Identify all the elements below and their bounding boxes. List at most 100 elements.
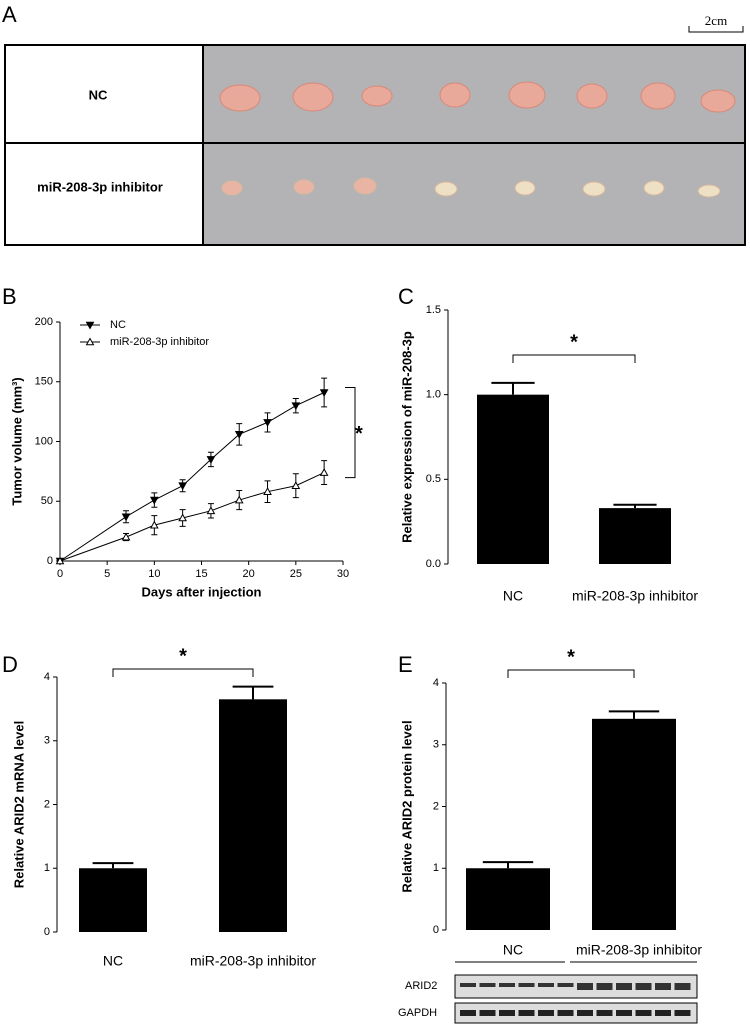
y-tick-label: 4 [433,677,439,689]
tumor [640,82,676,110]
band [460,983,476,987]
significance-label: * [355,423,363,445]
error-bar [92,862,134,869]
x-tick-label: 0 [57,568,63,580]
x-axis-label: Days after injection [142,584,262,599]
y-tick-label: 1.0 [426,389,441,401]
western-blot: ARID2 GAPDH [398,961,698,1024]
band [616,983,632,990]
band [577,1010,593,1016]
band [596,983,613,990]
panel-letter: E [398,652,413,677]
band [616,1010,632,1016]
y-axis-label: Tumor volume (mm³) [9,377,24,505]
y-tick-label: 0 [44,926,50,938]
band [460,1010,476,1016]
scale-bar [688,26,744,33]
x-tick-label: 10 [148,568,160,580]
x-tick-label: 25 [290,568,302,580]
marker [55,556,65,565]
marker [121,532,131,541]
panel-letter: B [2,284,17,309]
y-tick-label: 1 [44,862,50,874]
band [518,983,535,987]
x-tick-label: 30 [337,568,349,580]
significance-bracket [345,387,356,479]
y-tick-label: 2 [433,800,439,812]
blot-strip [454,974,698,999]
y-tick-label: 0.5 [426,473,441,485]
legend-marker [85,321,95,330]
y-tick-label: 1 [433,862,439,874]
significance-bracket [512,354,636,363]
tumor [353,177,377,195]
error-bar [608,710,660,719]
bar [219,699,287,932]
band [479,1010,496,1016]
band [674,983,691,990]
y-axis-label: Relative ARID2 protein level [399,720,414,892]
y-tick-label: 0.0 [426,558,441,570]
legend-label: miR-208-3p inhibitor [110,336,209,348]
y-tick-label: 100 [35,435,53,447]
band [635,1010,652,1016]
y-tick-label: 200 [35,316,53,328]
marker [121,513,131,522]
tumor [434,181,458,197]
y-axis-label: Relative expression of miR-208-3p [399,331,414,543]
x-tick-label: NC [503,942,523,958]
tumor [508,81,546,109]
x-tick-label: 15 [195,568,207,580]
band [596,1010,613,1016]
marker [149,520,159,529]
marker [178,482,187,491]
marker [291,481,301,490]
band [538,1010,554,1016]
band [655,983,671,990]
line [59,472,325,562]
x-tick-label: 20 [243,568,255,580]
tumor [697,184,721,198]
error-bar [613,503,657,509]
legend-label: NC [110,319,126,331]
band-label: ARID2 [405,980,437,992]
significance-label: * [567,646,575,668]
y-tick-label: 2 [44,798,50,810]
marker [263,487,272,495]
tumor [643,180,665,196]
x-tick-label: miR-208-3p inhibitor [572,588,698,604]
y-tick-label: 4 [44,671,50,683]
blot-strip [454,1002,698,1024]
y-tick-label: 50 [41,495,53,507]
significance-bracket [507,669,635,678]
band [557,983,574,987]
x-tick-label: NC [503,588,523,604]
x-tick-label: miR-208-3p inhibitor [190,953,316,969]
y-axis-label: Relative ARID2 mRNA level [11,721,26,888]
bar [592,718,676,930]
band [674,1010,691,1016]
tumor [700,89,736,113]
marker [206,456,216,464]
band [479,983,496,987]
panel-letter: D [2,652,18,677]
x-tick-label: miR-208-3p inhibitor [576,942,702,958]
y-tick-label: 1.5 [426,304,441,316]
tumor [219,84,261,112]
photo [204,46,744,244]
bar [466,868,550,930]
band [499,983,515,987]
error-bar [491,381,535,395]
tumors [219,81,736,198]
y-tick-label: 150 [35,376,53,388]
marker [291,402,301,411]
y-tick-label: 3 [44,735,50,747]
tumor [293,179,315,195]
significance-bracket [112,668,254,677]
band [577,983,593,990]
tumor [361,85,393,107]
band [635,983,652,990]
marker [319,389,329,398]
band [499,1010,515,1016]
legend-marker [85,337,95,346]
